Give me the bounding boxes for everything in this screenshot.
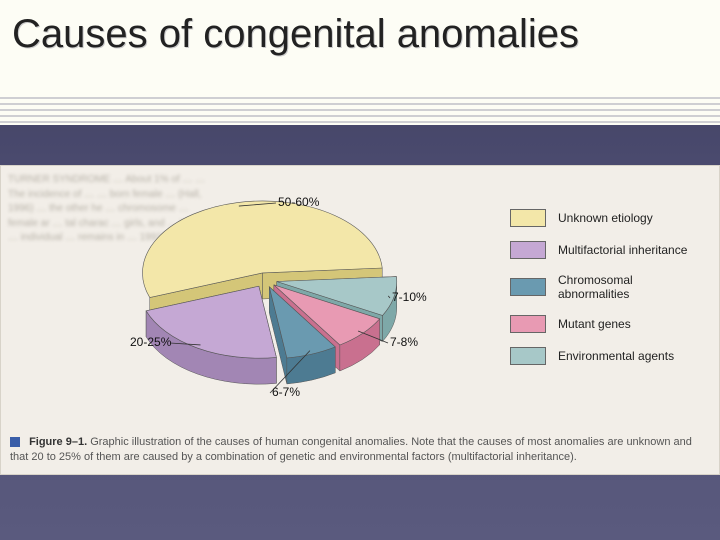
legend-item: Mutant genes — [510, 315, 700, 333]
legend-label: Environmental agents — [558, 349, 674, 363]
legend-swatch — [510, 241, 546, 259]
legend-label: Mutant genes — [558, 317, 631, 331]
pie-slice-label: 7-8% — [390, 335, 418, 349]
legend-label: Chromosomal abnormalities — [558, 273, 700, 301]
legend-item: Unknown etiology — [510, 209, 700, 227]
slide: Causes of congenital anomalies TURNER SY… — [0, 0, 720, 540]
caption-text: Graphic illustration of the causes of hu… — [10, 436, 692, 463]
pie-slice-label: 6-7% — [272, 385, 300, 399]
legend-swatch — [510, 315, 546, 333]
legend: Unknown etiology Multifactorial inheritan… — [510, 195, 700, 379]
pie-slice-label: 7-10% — [392, 290, 427, 304]
pie-svg — [100, 175, 430, 415]
legend-swatch — [510, 347, 546, 365]
legend-swatch — [510, 209, 546, 227]
figure-number: Figure 9–1. — [29, 436, 87, 448]
legend-swatch — [510, 278, 546, 296]
figure-panel: TURNER SYNDROME … About 1% of … … The in… — [0, 165, 720, 475]
pie-slice-label: 50-60% — [278, 195, 319, 209]
title-block: Causes of congenital anomalies — [0, 0, 720, 125]
legend-item: Multifactorial inheritance — [510, 241, 700, 259]
legend-item: Environmental agents — [510, 347, 700, 365]
slide-title: Causes of congenital anomalies — [12, 12, 579, 57]
legend-item: Chromosomal abnormalities — [510, 273, 700, 301]
figure-caption: Figure 9–1. Graphic illustration of the … — [10, 435, 710, 465]
pie-slice-label: 20-25% — [130, 335, 171, 349]
caption-bullet-icon — [10, 437, 20, 447]
pie-chart: 50-60% 7-10% 7-8% 6-7% 20-25% — [100, 175, 430, 415]
legend-label: Unknown etiology — [558, 211, 653, 225]
legend-label: Multifactorial inheritance — [558, 243, 687, 257]
